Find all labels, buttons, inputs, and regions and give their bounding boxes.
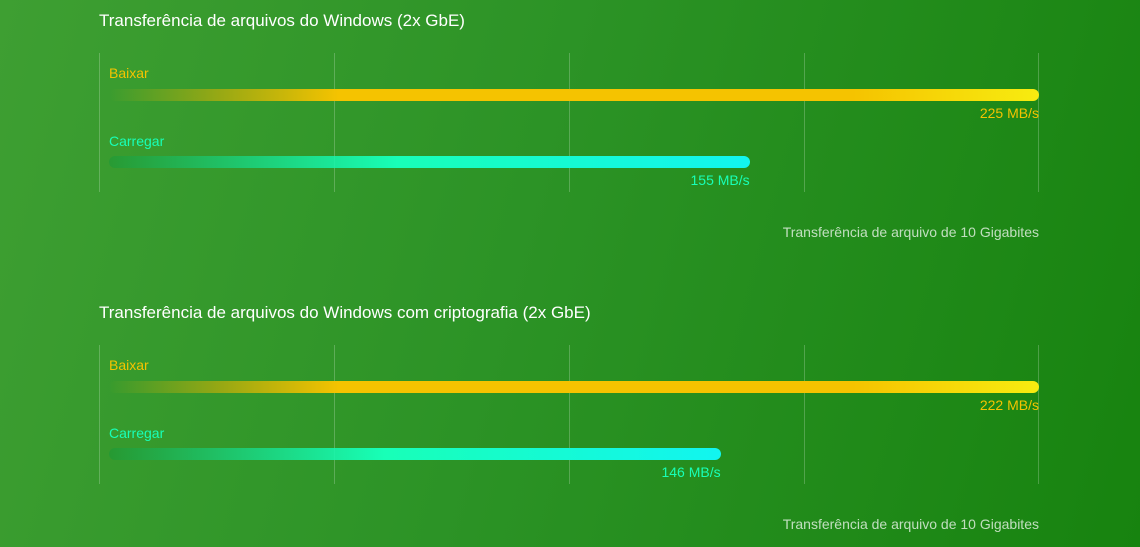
bar-upload [109, 156, 750, 168]
chart-footnote: Transferência de arquivo de 10 Gigabites [782, 224, 1039, 240]
bar-download [109, 381, 1039, 393]
plot-area: Baixar 225 MB/s Carregar 155 MB/s [99, 53, 1039, 192]
series-label-download: Baixar [109, 357, 149, 373]
gridline [99, 345, 100, 484]
gridline [334, 53, 335, 192]
gridline [334, 345, 335, 484]
chart-footnote: Transferência de arquivo de 10 Gigabites [782, 516, 1039, 532]
bar-upload [109, 448, 721, 460]
gridline [804, 345, 805, 484]
gridline [1038, 345, 1039, 484]
value-label-download: 222 MB/s [979, 397, 1039, 413]
chart-title: Transferência de arquivos do Windows (2x… [99, 11, 465, 30]
series-label-upload: Carregar [109, 133, 165, 149]
plot-area: Baixar 222 MB/s Carregar 146 MB/s [99, 345, 1039, 484]
gridline [804, 53, 805, 192]
value-label-download: 225 MB/s [979, 105, 1039, 121]
value-label-upload: 146 MB/s [661, 464, 721, 480]
series-label-download: Baixar [109, 65, 149, 81]
gridline [1038, 53, 1039, 192]
chart-title: Transferência de arquivos do Windows com… [99, 303, 591, 322]
series-label-upload: Carregar [109, 425, 165, 441]
gridline [99, 53, 100, 192]
value-label-upload: 155 MB/s [690, 172, 750, 188]
gridline [569, 53, 570, 192]
gridline [569, 345, 570, 484]
bar-download [109, 89, 1039, 101]
